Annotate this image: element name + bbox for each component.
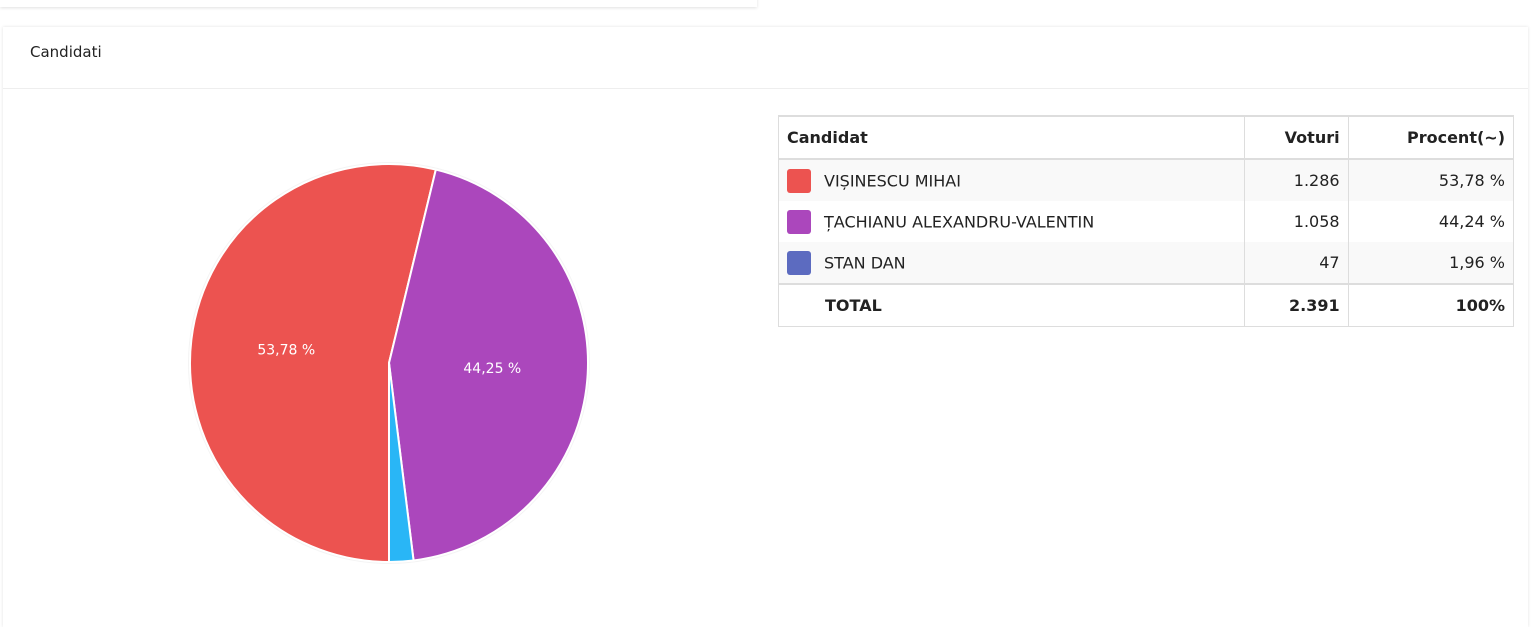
column-header: Procent(~) [1347, 115, 1514, 160]
table-cell: VIȘINESCU MIHAI [777, 159, 1245, 201]
card: Candidati 53,78 % 44,25 % Candidat Voturi P… [3, 27, 1528, 627]
candidate-name: ȚACHIANU ALEXANDRU-VALENTIN [824, 212, 1095, 231]
table-row: ȚACHIANU ALEXANDRU-VALENTIN 1.058 44,24 % [777, 201, 1514, 242]
pie-slice [388, 362, 415, 564]
table-cell: 100% [1347, 283, 1514, 327]
candidate-name: STAN DAN [824, 253, 906, 272]
table-cell: TOTAL [777, 283, 1245, 327]
candidate-name: VIȘINESCU MIHAI [824, 171, 961, 190]
table-cell: 44,24 % [1347, 201, 1514, 242]
header-row: Candidat Voturi Procent(~) [777, 115, 1514, 160]
chart: 53,78 % 44,25 % [188, 162, 590, 564]
results-table: Candidat Voturi Procent(~) VIȘINESCU MIHAI… [777, 115, 1514, 327]
table-cell: STAN DAN [777, 242, 1245, 284]
pie-slice [387, 168, 589, 562]
slice-label: 53,78 % [257, 343, 315, 359]
table-cell: 2.391 [1244, 283, 1349, 327]
table-cell: 1.058 [1244, 201, 1349, 242]
slice-label: 44,25 % [463, 361, 521, 377]
table-cell: ȚACHIANU ALEXANDRU-VALENTIN [777, 201, 1245, 242]
pie-slice [189, 163, 438, 564]
color-swatch [787, 168, 811, 193]
table-cell: 53,78 % [1347, 159, 1514, 201]
column-header: Voturi [1244, 115, 1349, 160]
color-swatch [787, 250, 811, 275]
table-cell: 1.286 [1244, 159, 1349, 201]
table-row: VIȘINESCU MIHAI 1.286 53,78 % [777, 159, 1514, 201]
column-header: Candidat [777, 115, 1245, 160]
table-cell: 47 [1244, 242, 1349, 284]
card-title: Candidati [3, 27, 1528, 89]
table-cell: 1,96 % [1347, 242, 1514, 284]
table-row: STAN DAN 47 1,96 % [777, 242, 1514, 284]
card [0, 0, 757, 7]
color-swatch [787, 209, 811, 234]
total-row: TOTAL 2.391 100% [777, 283, 1514, 327]
